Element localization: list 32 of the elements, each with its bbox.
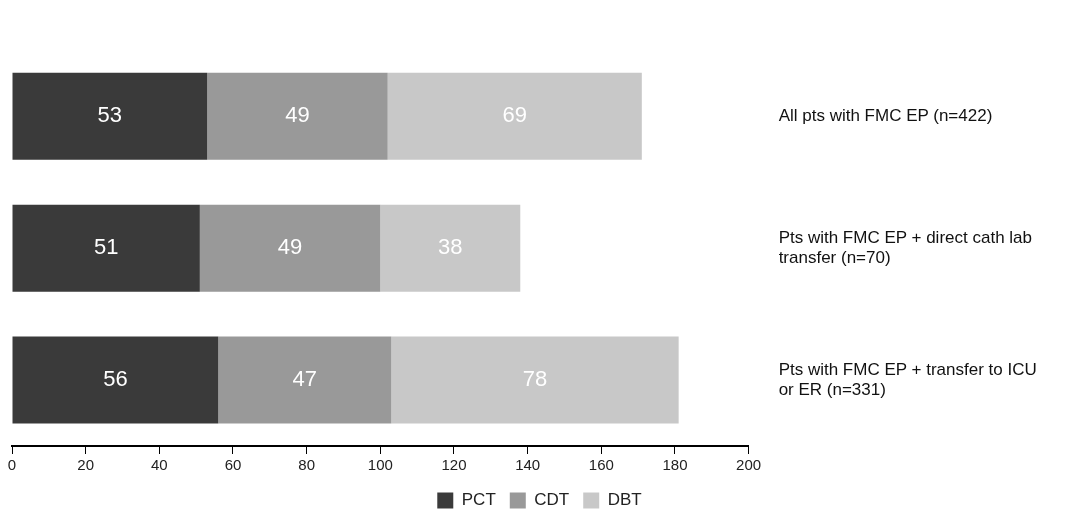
x-tick-label: 100 xyxy=(367,456,393,474)
x-tick-label: 20 xyxy=(77,456,95,474)
y-tick-label: All pts with FMC EP (n=422) xyxy=(778,106,993,126)
bar xyxy=(391,336,679,424)
bar xyxy=(218,336,392,424)
x-tick-label: 140 xyxy=(515,456,541,474)
x-tick-label: 80 xyxy=(298,456,315,474)
data-label: 49 xyxy=(285,102,310,128)
bar xyxy=(12,72,208,160)
x-tick-label: 180 xyxy=(662,456,688,474)
bar xyxy=(12,336,219,424)
x-tick-label: 60 xyxy=(224,456,242,474)
bar xyxy=(387,72,642,160)
legend-label: CDT xyxy=(534,490,570,510)
legend-label: PCT xyxy=(461,490,496,510)
x-tick-label: 40 xyxy=(150,456,168,474)
bar xyxy=(207,72,388,160)
bar xyxy=(199,204,381,292)
x-tick-label: 160 xyxy=(588,456,614,474)
x-tick-label: 120 xyxy=(441,456,467,474)
legend-label: DBT xyxy=(607,490,642,510)
data-label: 51 xyxy=(93,234,119,260)
data-label: 49 xyxy=(277,234,303,260)
x-tick-label: 200 xyxy=(736,456,762,474)
data-label: 53 xyxy=(97,102,123,128)
y-tick-label: Pts with FMC EP + transfer to ICU or ER (n=331) xyxy=(778,359,1037,399)
bar xyxy=(380,204,521,292)
bar xyxy=(12,204,200,292)
x-tick-label: 0 xyxy=(7,456,17,474)
y-tick-label: Pts with FMC EP + direct cath lab transfer (n=70) xyxy=(778,227,1032,268)
data-label: 56 xyxy=(103,366,128,392)
data-label: 47 xyxy=(292,366,318,392)
